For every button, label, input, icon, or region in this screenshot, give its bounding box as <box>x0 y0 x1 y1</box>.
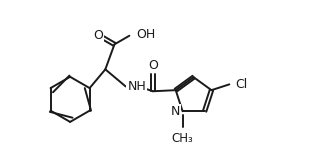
Text: NH: NH <box>127 80 146 93</box>
Text: Cl: Cl <box>235 78 247 91</box>
Text: O: O <box>93 29 103 42</box>
Text: O: O <box>148 58 158 72</box>
Text: CH₃: CH₃ <box>172 132 193 145</box>
Text: N: N <box>171 105 180 118</box>
Text: OH: OH <box>136 28 155 41</box>
